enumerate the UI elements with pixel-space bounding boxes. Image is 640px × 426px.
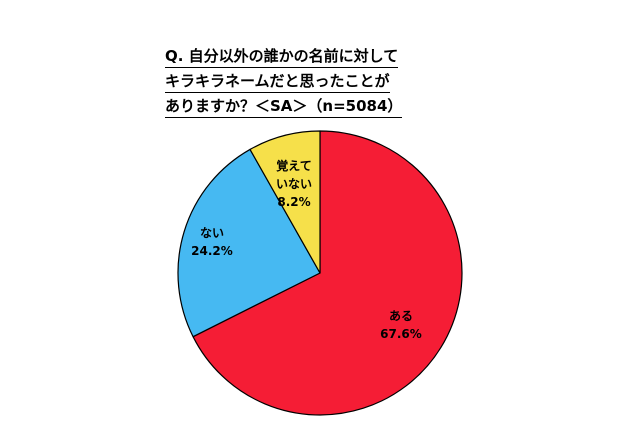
slice-label-oboeteinai-value: 8.2% <box>277 195 310 209</box>
slice-label-oboeteinai-line1: 覚えて <box>276 158 311 173</box>
slice-label-oboeteinai: 覚えて いない 8.2% <box>276 158 312 209</box>
slice-label-nai-name: ない <box>200 226 224 240</box>
slice-label-aru: ある 67.6% <box>380 309 422 341</box>
title-line-3: ありますか？＜SA＞（n=5084） <box>165 95 403 118</box>
slice-label-aru-name: ある <box>389 309 413 323</box>
pie-slices <box>177 130 463 416</box>
pie-slice-aru <box>192 130 463 416</box>
chart-title: Q. 自分以外の誰かの名前に対して キラキラネームだと思ったことが ありますか？… <box>165 45 485 120</box>
slice-label-aru-value: 67.6% <box>380 327 422 341</box>
title-line-1: Q. 自分以外の誰かの名前に対して <box>165 45 399 68</box>
pie-slice-oboeteinai <box>249 130 321 274</box>
slice-label-nai-value: 24.2% <box>191 244 233 258</box>
title-line-2: キラキラネームだと思ったことが <box>165 70 390 93</box>
slice-label-nai: ない 24.2% <box>191 226 233 258</box>
slice-label-oboeteinai-line2: いない <box>276 177 312 191</box>
pie-slice-nai <box>177 148 321 338</box>
